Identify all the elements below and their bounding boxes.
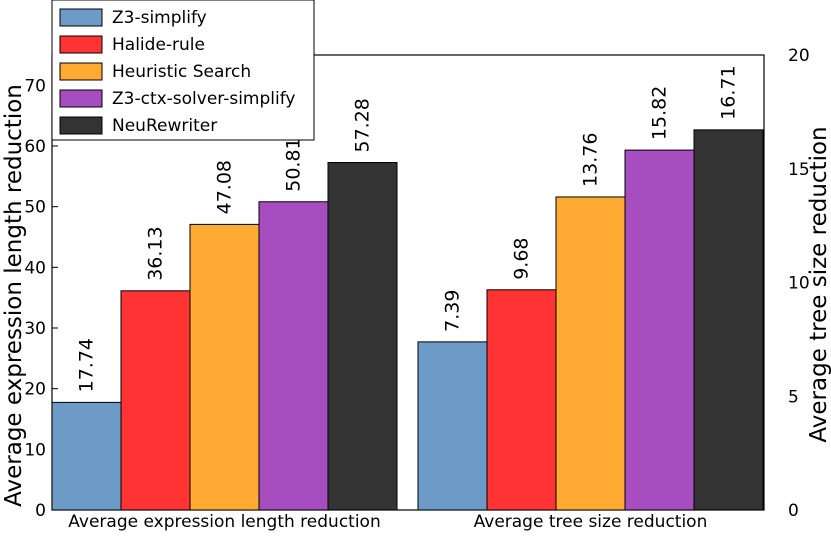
left-tick-label: 50 <box>24 198 46 218</box>
left-axis-title: Average expression length reduction <box>1 84 27 507</box>
category-label: Average tree size reduction <box>474 512 708 532</box>
value-label: 57.28 <box>352 98 374 152</box>
legend-swatch-z3-ctx-solver-simplify <box>59 89 103 108</box>
bars-group <box>51 129 764 511</box>
bar-z3-ctx-solver-simplify <box>258 201 329 511</box>
left-tick-label: 30 <box>24 319 46 339</box>
bar-neurewriter <box>327 162 398 511</box>
value-label: 36.13 <box>145 226 167 280</box>
legend-label: Z3-simplify <box>112 8 207 28</box>
bar-z3-simplify <box>417 341 488 511</box>
legend-label: Heuristic Search <box>112 62 251 82</box>
legend-swatch-halide-rule <box>59 35 103 54</box>
value-label: 47.08 <box>214 160 236 214</box>
bar-halide-rule <box>120 290 191 511</box>
left-tick-label: 60 <box>24 137 46 157</box>
legend-label: Z3-ctx-solver-simplify <box>112 89 295 109</box>
left-tick-label: 20 <box>24 380 46 400</box>
legend: Z3-simplify Halide-rule Heuristic Search Z3… <box>51 0 315 141</box>
left-tick-label: 0 <box>35 501 46 521</box>
legend-swatch-z3-simplify <box>59 8 103 27</box>
legend-label: Halide-rule <box>112 35 205 55</box>
right-axis-title: Average tree size reduction <box>806 126 831 442</box>
right-tick-label: 10 <box>788 274 810 294</box>
value-label: 9.68 <box>511 237 533 279</box>
legend-swatch-heuristic-search <box>59 62 103 81</box>
legend-swatch-neurewriter <box>59 116 103 135</box>
left-tick-label: 70 <box>24 76 46 96</box>
bar-z3-ctx-solver-simplify <box>624 149 695 511</box>
value-label: 17.74 <box>76 338 98 392</box>
value-label: 15.82 <box>649 86 671 140</box>
left-tick-label: 10 <box>24 440 46 460</box>
bar-halide-rule <box>486 289 557 511</box>
right-tick-label: 0 <box>788 501 799 521</box>
legend-label: NeuRewriter <box>112 116 217 136</box>
value-label: 13.76 <box>580 133 602 187</box>
right-tick-label: 5 <box>788 387 799 407</box>
value-label: 7.39 <box>442 290 464 332</box>
value-label: 16.71 <box>718 65 740 119</box>
bar-heuristic-search <box>189 223 260 511</box>
category-label: Average expression length reduction <box>68 512 380 532</box>
right-tick-label: 15 <box>788 160 810 180</box>
bar-neurewriter <box>693 129 764 511</box>
right-tick-label: 20 <box>788 46 810 66</box>
value-labels-group: 17.74 7.39 36.13 9.68 47.08 13.76 50.81 15.82 57… <box>76 65 740 392</box>
value-label: 50.81 <box>283 137 305 191</box>
bar-heuristic-search <box>555 196 626 511</box>
bar-z3-simplify <box>51 401 122 511</box>
left-tick-label: 40 <box>24 258 46 278</box>
